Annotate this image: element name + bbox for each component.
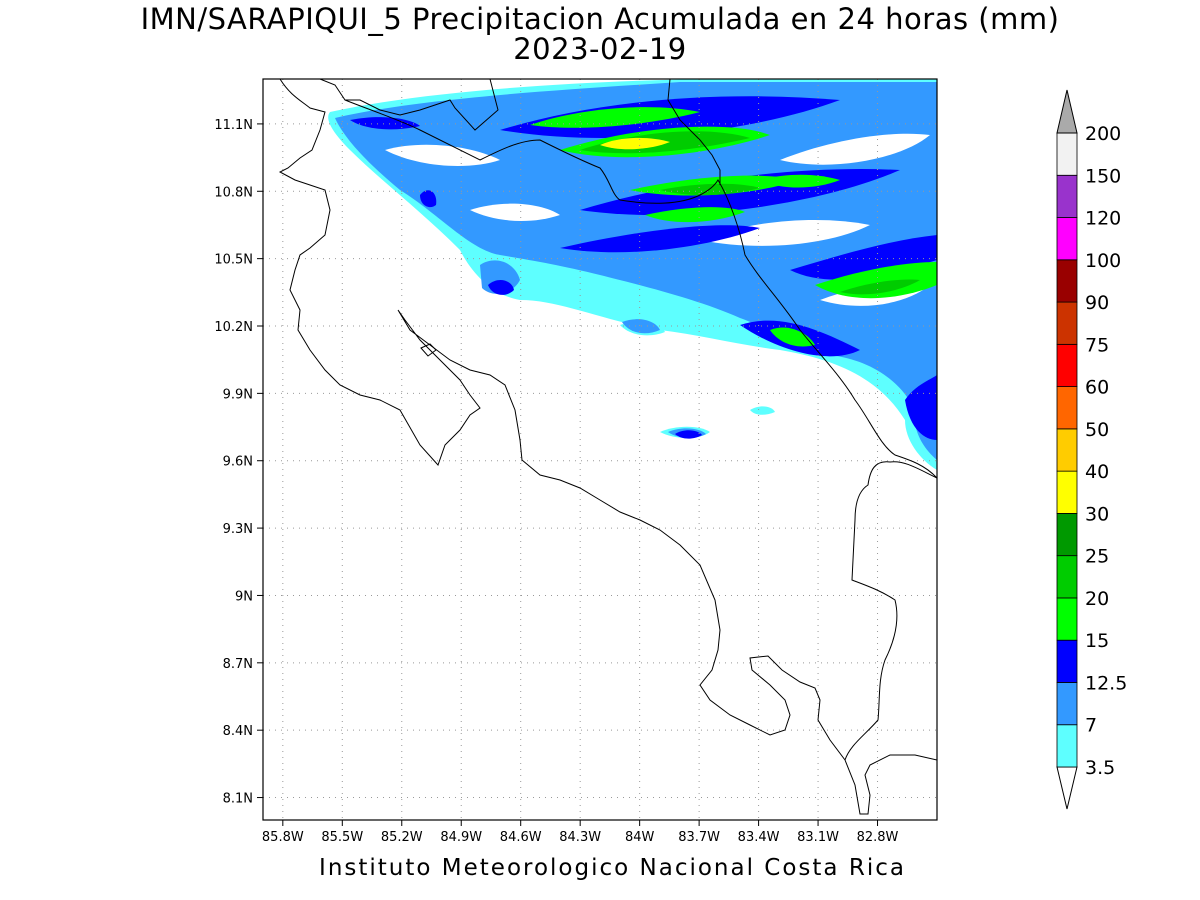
colorbar-label: 12.5: [1085, 672, 1127, 694]
map-grid: [263, 79, 937, 820]
map-date: 2023-02-19: [513, 32, 687, 66]
colorbar-under-arrow: [1056, 766, 1078, 810]
precip-band-15: [770, 327, 815, 347]
coastline: [278, 79, 937, 815]
lat-tick-label: 8.4N: [223, 724, 253, 739]
precip-band-12.5: [350, 117, 420, 130]
precip-gap: [780, 133, 930, 165]
colorbar-swatch: [1056, 132, 1078, 176]
colorbar-label: 75: [1085, 334, 1109, 356]
colorbar-swatch: [1056, 343, 1078, 388]
colorbar-label: 15: [1085, 630, 1109, 652]
lat-tick-label: 9N: [235, 589, 253, 604]
colorbar-legend: 3.5 7 12.5 15 20 25 30 40 50 60 75 90 100 120 150 200: [1056, 89, 1127, 810]
panama-coast-line: [667, 79, 721, 185]
precip-gap: [700, 220, 870, 246]
colorbar-swatch: [1056, 555, 1078, 599]
precip-band-12.5: [420, 190, 437, 208]
latitude-axis: 11.1N 10.8N 10.5N 10.2N 9.9N 9.6N 9.3N 9N 8.7N 8.…: [214, 118, 263, 807]
colorbar-swatch: [1056, 217, 1078, 261]
lat-tick-label: 10.5N: [214, 253, 253, 268]
precipitation-field: [328, 79, 937, 470]
lon-tick-label: 84.6W: [500, 830, 542, 845]
footer-credit: Instituto Meteorologico Nacional Costa R…: [319, 855, 906, 881]
lat-tick-label: 9.6N: [223, 455, 253, 470]
lat-tick-label: 9.9N: [223, 387, 253, 402]
pacific-coast-line: [278, 79, 937, 815]
precip-band-15: [645, 207, 745, 223]
colorbar-swatch: [1056, 513, 1078, 557]
precip-band-15: [815, 262, 937, 299]
colorbar-label: 60: [1085, 377, 1109, 399]
lat-tick-label: 10.8N: [214, 185, 253, 200]
lon-tick-label: 83.1W: [797, 830, 839, 845]
lat-tick-label: 11.1N: [214, 118, 253, 133]
colorbar-swatch: [1056, 386, 1078, 430]
lon-tick-label: 83.7W: [678, 830, 720, 845]
colorbar-label: 30: [1085, 503, 1109, 525]
precip-band-12.5: [675, 430, 702, 439]
longitude-axis: 85.8W 85.5W 85.2W 84.9W 84.6W 84.3W 84W 83.7W 83…: [262, 820, 899, 845]
precip-band-3.5: [580, 300, 635, 311]
lat-tick-label: 10.2N: [214, 320, 253, 335]
lon-tick-label: 85.8W: [262, 830, 304, 845]
colorbar-swatch: [1056, 174, 1078, 218]
colorbar-swatch: [1056, 470, 1078, 514]
panama-border: [844, 461, 937, 761]
colorbar-label: 50: [1085, 419, 1109, 441]
lon-tick-label: 83.4W: [738, 830, 780, 845]
colorbar-label: 3.5: [1085, 757, 1115, 779]
precip-band-3.5: [750, 406, 775, 415]
lon-tick-label: 84W: [625, 830, 655, 845]
caribbean-coast-line: [319, 79, 499, 131]
precip-band-12.5: [905, 375, 937, 440]
lat-tick-label: 9.3N: [223, 522, 253, 537]
colorbar-label: 120: [1085, 208, 1121, 230]
colorbar-label: 100: [1085, 250, 1121, 272]
precip-band-15: [760, 174, 840, 188]
lat-tick-label: 8.1N: [223, 792, 253, 807]
plot-frame: [262, 78, 938, 821]
lon-tick-label: 84.9W: [440, 830, 482, 845]
colorbar-swatch: [1056, 639, 1078, 683]
precip-band-15: [530, 107, 700, 128]
precip-gap: [470, 203, 560, 222]
colorbar-swatch: [1056, 428, 1078, 472]
colorbar-label: 150: [1085, 165, 1121, 187]
colorbar-over-arrow: [1056, 89, 1078, 134]
colorbar-swatch: [1056, 597, 1078, 641]
lat-tick-label: 8.7N: [223, 657, 253, 672]
precip-gap: [385, 144, 500, 166]
nicaragua-border: [344, 99, 937, 479]
precip-band-12.5: [488, 279, 514, 295]
colorbar-label: 7: [1085, 715, 1097, 737]
precip-band-20: [840, 279, 920, 295]
colorbar-label: 20: [1085, 588, 1109, 610]
gulf-island: [420, 343, 437, 357]
colorbar-label: 40: [1085, 461, 1109, 483]
colorbar-swatch: [1056, 682, 1078, 726]
lon-tick-label: 84.3W: [559, 830, 601, 845]
lon-tick-label: 85.5W: [321, 830, 363, 845]
map-title: IMN/SARAPIQUI_5 Precipitacion Acumulada …: [140, 2, 1060, 36]
colorbar-label: 25: [1085, 546, 1109, 568]
precip-band-12.5: [560, 225, 760, 253]
colorbar-label: 90: [1085, 292, 1109, 314]
precip-band-30: [600, 137, 670, 150]
lon-tick-label: 85.2W: [381, 830, 423, 845]
colorbar-label: 200: [1085, 123, 1121, 145]
colorbar-swatch: [1056, 259, 1078, 303]
lon-tick-label: 82.8W: [857, 830, 899, 845]
colorbar-swatch: [1056, 301, 1078, 345]
colorbar-swatch: [1056, 724, 1078, 768]
